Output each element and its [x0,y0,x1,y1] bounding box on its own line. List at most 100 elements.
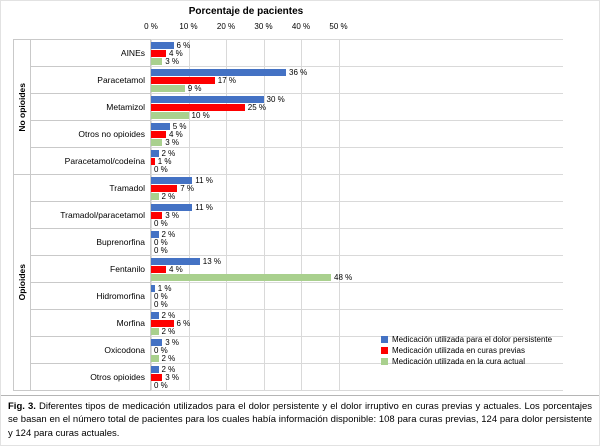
bar-line: 2 % [151,311,563,320]
bar-line: 4 % [151,130,563,139]
bar-line: 0 % [151,238,563,247]
bar [151,77,215,84]
bar-line: 5 % [151,122,563,131]
bar-value-label: 3 % [165,338,180,347]
bar-line: 13 % [151,257,563,266]
bar-line: 48 % [151,273,563,282]
plot-row: 1 % 0 % 0 % [151,283,563,310]
bar-line: 11 % [151,176,563,185]
bar-line: 1 % [151,157,563,166]
bar-value-label: 0 % [154,300,168,309]
bar-line: 2 % [151,365,563,374]
bar [151,193,159,200]
bar-line: 0 % [151,300,563,309]
legend-item: Medicación utilizada en la cura actual [381,356,552,367]
plot-row: 30 % 25 % 10 % [151,94,563,121]
bar [151,177,193,184]
bar-value-label: 25 % [247,103,266,112]
bar-line: 10 % [151,111,563,120]
bar [151,258,200,265]
bar-value-label: 0 % [154,165,168,174]
plot-row: 36 % 17 % 9 % [151,67,563,94]
bar-line: 2 % [151,230,563,239]
legend-item: Medicación utilizada en curas previas [381,345,552,356]
gridline [188,39,190,390]
bar-value-label: 11 % [195,203,213,212]
plot-row: 2 % 3 % 0 % [151,364,563,391]
group-cell: Opioides [14,175,31,391]
bar-line: 0 % [151,165,563,174]
bar-value-label: 3 % [165,373,180,382]
bar-line: 9 % [151,84,563,93]
bar-value-label: 13 % [202,257,221,266]
x-tick-label: 50 % [329,22,348,31]
category-label: Paracetamol [31,67,151,94]
plot-row: 11 % 3 % 0 % [151,202,563,229]
bar-line: 3 % [151,211,563,220]
group-label: No opioides [17,82,27,132]
legend-swatch [381,358,388,365]
bar-line: 2 % [151,327,563,336]
bar-value-label: 2 % [161,230,176,239]
bar-value-label: 48 % [334,273,353,282]
category-label: Hidromorfina [31,283,151,310]
bar [151,96,264,103]
bar [151,150,159,157]
bar-line: 2 % [151,354,563,363]
bar [151,204,193,211]
bar [151,212,163,219]
bar-value-label: 6 % [176,41,191,50]
bar-value-label: 4 % [169,130,183,139]
category-axis: AINEs Paracetamol Metamizol Otros no opioid… [31,39,151,391]
bar-line: 0 % [151,246,563,255]
bar-value-label: 0 % [154,246,168,255]
bar-line: 3 % [151,57,563,66]
bar-value-label: 2 % [161,311,176,320]
plot-row: 2 % 0 % 0 % [151,229,563,256]
bar-value-label: 9 % [187,84,202,93]
bar-value-label: 36 % [289,68,308,77]
bar-line: 2 % [151,149,563,158]
bar-value-label: 0 % [154,292,168,301]
bar [151,285,155,292]
bar-line: 7 % [151,184,563,193]
legend-item: Medicación utilizada para el dolor persi… [381,334,552,345]
plot-row: 11 % 7 % 2 % [151,175,563,202]
category-label: Morfina [31,310,151,337]
bar-value-label: 0 % [154,238,168,247]
bar-value-label: 0 % [154,381,168,390]
bar-line: 0 % [151,346,563,355]
x-tick-label: 30 % [254,22,273,31]
group-cell: No opioides [14,40,31,175]
bar [151,50,166,57]
category-label: Otros no opioides [31,121,151,148]
bar-value-label: 2 % [161,354,176,363]
x-axis: 0 % 10 % 20 % 30 % 40 % 50 % [144,22,563,34]
bar-value-label: 2 % [161,149,176,158]
legend-label: Medicación utilizada en la cura actual [392,357,525,366]
bar [151,185,178,192]
bar [151,104,245,111]
bar-value-label: 1 % [157,157,172,166]
gridline [226,39,227,390]
bar-line: 1 % [151,284,563,293]
bar-line: 0 % [151,219,563,228]
bar-value-label: 4 % [169,49,183,58]
plot-row: 3 % 0 % 2 % [151,337,563,364]
bar [151,131,166,138]
gridline [301,39,302,390]
bar-value-label: 4 % [169,265,183,274]
x-tick-label: 0 % [144,22,158,31]
bar-line: 6 % [151,41,563,50]
bar-line: 4 % [151,49,563,58]
chart-title: Porcentaje de pacientes [188,6,304,17]
bar-value-label: 10 % [191,111,210,120]
bar-line: 36 % [151,68,563,77]
plot-row: 2 % 6 % 2 % [151,310,563,337]
category-label: Tramadol [31,175,151,202]
category-label: Otros opioides [31,364,151,391]
bar [151,69,286,76]
bar-line: 11 % [151,203,563,212]
gridline [338,39,340,390]
bar-value-label: 3 % [165,211,180,220]
